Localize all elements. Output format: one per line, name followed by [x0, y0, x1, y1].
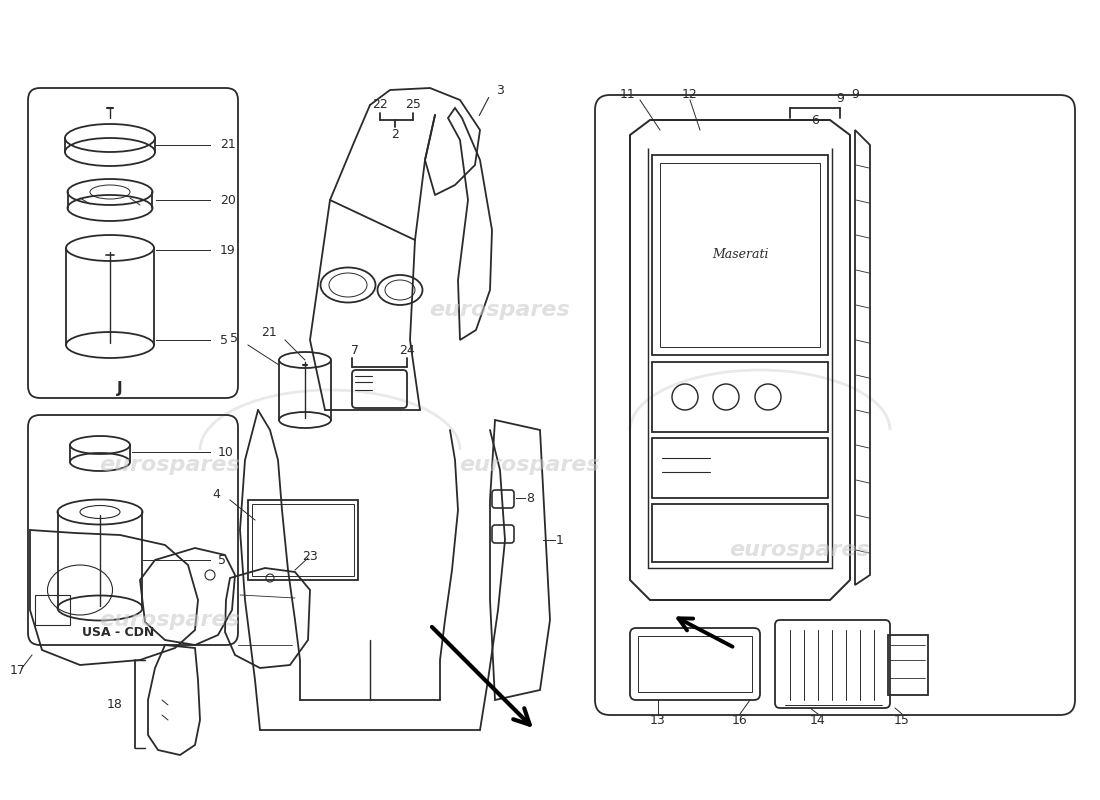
- Text: 21: 21: [220, 138, 235, 151]
- Text: J: J: [118, 381, 123, 395]
- Text: 10: 10: [218, 446, 234, 458]
- Text: 1: 1: [557, 534, 564, 546]
- Text: Maserati: Maserati: [712, 249, 768, 262]
- Bar: [652, 438, 828, 498]
- Text: eurospares: eurospares: [729, 540, 870, 560]
- Text: 8: 8: [526, 491, 534, 505]
- Text: eurospares: eurospares: [100, 610, 241, 630]
- Text: 12: 12: [682, 87, 697, 101]
- Text: 6: 6: [811, 114, 818, 126]
- Bar: [35, 595, 70, 625]
- Text: eurospares: eurospares: [430, 300, 571, 320]
- Text: 14: 14: [810, 714, 826, 726]
- Text: 5: 5: [230, 331, 238, 345]
- Text: 24: 24: [399, 343, 415, 357]
- Bar: [252, 504, 354, 576]
- Bar: [652, 362, 828, 432]
- Text: 4: 4: [212, 487, 220, 501]
- Text: 17: 17: [10, 663, 26, 677]
- Text: USA - CDN: USA - CDN: [81, 626, 154, 638]
- Text: 15: 15: [894, 714, 910, 726]
- Text: eurospares: eurospares: [100, 455, 241, 475]
- Text: 3: 3: [496, 83, 504, 97]
- Bar: [248, 500, 358, 580]
- Text: 25: 25: [405, 98, 421, 111]
- Text: 5: 5: [220, 334, 228, 346]
- Text: 2: 2: [392, 129, 399, 142]
- Text: 7: 7: [351, 343, 359, 357]
- Text: 11: 11: [619, 87, 635, 101]
- Text: 9: 9: [851, 87, 859, 101]
- Bar: [638, 636, 752, 692]
- Text: 13: 13: [650, 714, 666, 726]
- Text: 23: 23: [302, 550, 318, 562]
- Text: 9: 9: [836, 91, 844, 105]
- Text: eurospares: eurospares: [460, 455, 601, 475]
- Bar: [888, 635, 928, 695]
- Bar: [652, 504, 828, 562]
- Text: 18: 18: [107, 698, 123, 710]
- Text: 22: 22: [372, 98, 388, 111]
- Text: 20: 20: [220, 194, 235, 206]
- Text: 16: 16: [733, 714, 748, 726]
- Text: 5: 5: [218, 554, 226, 566]
- Text: 21: 21: [262, 326, 277, 339]
- Text: 19: 19: [220, 243, 235, 257]
